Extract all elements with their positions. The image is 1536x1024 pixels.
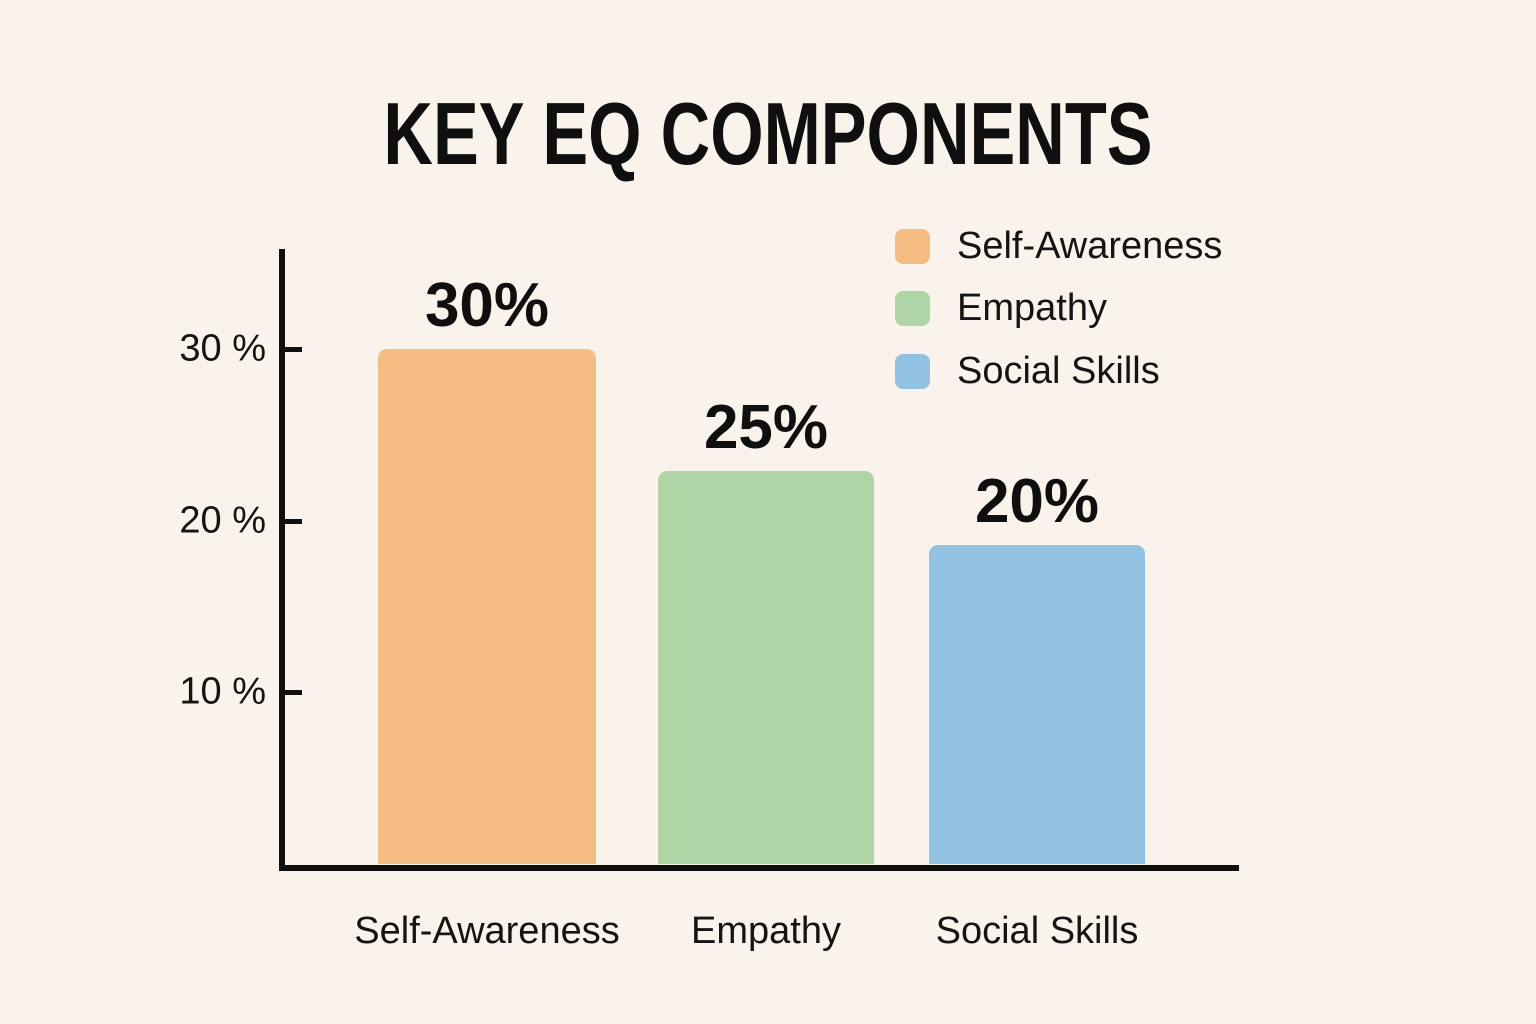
y-tick-20 [285,518,302,524]
bar-self-awareness [378,349,596,864]
y-tick-label-10: 10 % [179,670,266,713]
value-label-empathy: 25% [703,393,829,462]
legend-label-self-awareness: Self-Awareness [957,225,1223,267]
bar-empathy [658,471,874,864]
bar-social-skills [929,545,1145,864]
x-label-self-awareness: Self-Awareness [354,910,620,952]
legend-item-empathy: Empathy [895,287,1107,329]
value-label-self-awareness: 30% [424,271,550,340]
x-label-empathy: Empathy [691,910,841,952]
legend-item-self-awareness: Self-Awareness [895,225,1223,267]
y-tick-label-30: 30 % [179,327,266,370]
legend-swatch-social-skills [895,354,930,389]
legend-swatch-self-awareness [895,229,930,264]
chart-title: KEY EQ COMPONENTS [383,84,1153,183]
y-tick-label-20: 20 % [179,499,266,542]
y-axis-line [279,249,285,871]
x-axis-line [279,865,1239,871]
legend-label-empathy: Empathy [957,287,1107,329]
y-tick-30 [285,347,302,352]
legend-label-social-skills: Social Skills [957,350,1160,392]
value-label-social-skills: 20% [974,467,1100,536]
legend-swatch-empathy [895,291,930,326]
y-tick-10 [285,690,302,696]
x-label-social-skills: Social Skills [935,910,1139,952]
legend-item-social-skills: Social Skills [895,350,1160,392]
